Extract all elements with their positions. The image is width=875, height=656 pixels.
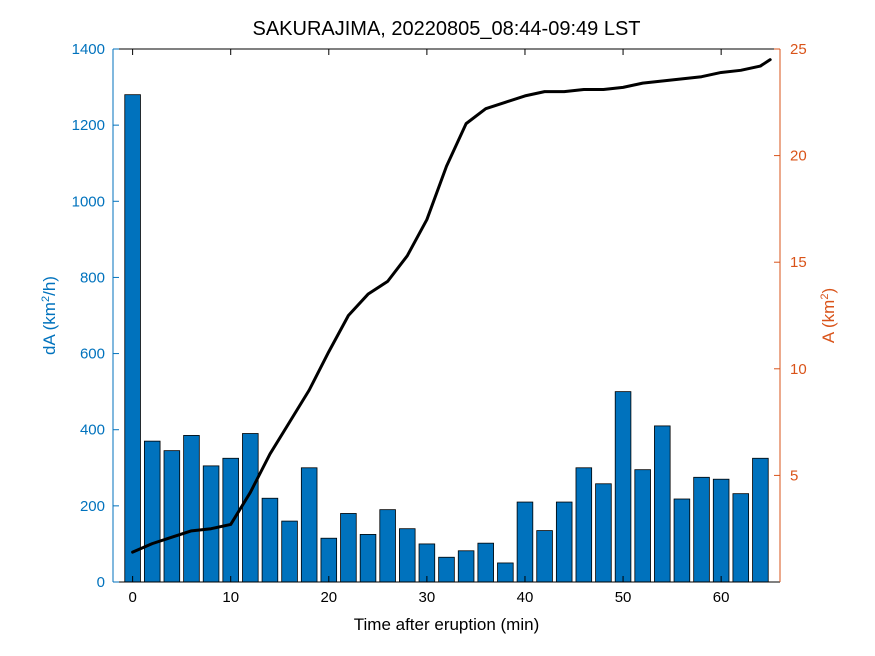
y-left-tick-label: 1400 — [72, 41, 105, 58]
x-tick-label: 10 — [222, 589, 239, 606]
y-right-tick-label: 5 — [790, 467, 798, 484]
bar — [360, 534, 376, 582]
bar — [203, 466, 219, 582]
x-tick-label: 30 — [419, 589, 436, 606]
chart-svg: 0102030405060020040060080010001200140051… — [0, 0, 875, 656]
bar — [380, 510, 396, 582]
y-left-tick-label: 1000 — [72, 193, 105, 210]
chart-container: 0102030405060020040060080010001200140051… — [0, 0, 875, 656]
bar — [556, 502, 572, 582]
bar — [282, 521, 298, 582]
x-axis-label: Time after eruption (min) — [354, 615, 539, 634]
bar — [694, 477, 710, 582]
y-left-tick-label: 1200 — [72, 117, 105, 134]
x-tick-label: 50 — [615, 589, 632, 606]
y-left-tick-label: 400 — [80, 422, 105, 439]
bar — [537, 531, 553, 582]
x-tick-label: 60 — [713, 589, 730, 606]
y-right-tick-label: 25 — [790, 41, 807, 58]
bar — [321, 538, 337, 582]
x-tick-label: 0 — [128, 589, 136, 606]
y-left-tick-label: 200 — [80, 498, 105, 515]
bar — [654, 426, 670, 582]
bar — [341, 513, 357, 582]
bar — [635, 470, 651, 582]
bar — [674, 499, 690, 582]
bar — [223, 458, 239, 582]
bar — [242, 434, 258, 582]
y-left-tick-label: 0 — [97, 574, 105, 591]
x-tick-label: 20 — [320, 589, 337, 606]
bar — [262, 498, 278, 582]
bar — [125, 95, 141, 582]
bar — [144, 441, 160, 582]
y-right-axis-label: A (km2) — [819, 288, 838, 343]
bar — [301, 468, 317, 582]
y-left-axis-label: dA (km2/h) — [40, 276, 59, 355]
bar — [399, 529, 415, 582]
bar — [478, 543, 494, 582]
bar — [713, 479, 729, 582]
bar — [596, 484, 612, 582]
bar — [498, 563, 514, 582]
bar — [753, 458, 769, 582]
chart-title: SAKURAJIMA, 20220805_08:44-09:49 LST — [252, 18, 640, 40]
y-right-tick-label: 10 — [790, 361, 807, 378]
y-right-tick-label: 15 — [790, 254, 807, 271]
bar — [164, 451, 180, 582]
bar — [439, 557, 455, 582]
bar — [458, 551, 474, 582]
y-left-tick-label: 600 — [80, 346, 105, 363]
y-right-tick-label: 20 — [790, 148, 807, 165]
bar — [615, 392, 631, 582]
x-tick-label: 40 — [517, 589, 534, 606]
y-left-tick-label: 800 — [80, 269, 105, 286]
bar — [517, 502, 533, 582]
bar — [576, 468, 592, 582]
bar — [733, 494, 749, 582]
bar — [184, 435, 200, 582]
